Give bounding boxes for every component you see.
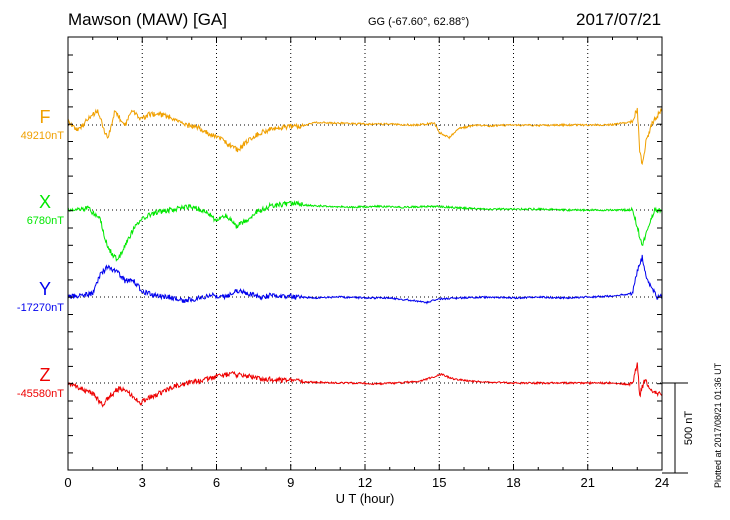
series-traces xyxy=(67,107,663,408)
x-tick-label-9: 9 xyxy=(287,475,294,490)
series-x-line xyxy=(67,200,663,262)
series-z-line xyxy=(67,362,663,408)
geographic-coordinates: GG (-67.60°, 62.88°) xyxy=(368,16,470,28)
x-tick-label-0: 0 xyxy=(64,475,71,490)
x-tick-label-21: 21 xyxy=(581,475,595,490)
x-axis-label: U T (hour) xyxy=(336,491,395,506)
baseline-value-y: -17270nT xyxy=(17,302,64,314)
x-tick-label-3: 3 xyxy=(139,475,146,490)
x-tick-label-12: 12 xyxy=(358,475,372,490)
x-axis: 0 3 6 9 12 15 18 21 24 U T (hour) xyxy=(64,37,669,506)
baseline-value-z: -45580nT xyxy=(17,388,64,400)
plot-date: 2017/07/21 xyxy=(576,10,662,29)
baseline-value-x: 6780nT xyxy=(27,215,65,227)
baseline-value-f: 49210nT xyxy=(21,130,65,142)
station-title: Mawson (MAW) [GA] xyxy=(68,10,227,29)
grid xyxy=(68,37,662,470)
component-label-z: Z xyxy=(40,365,51,385)
x-tick-label-24: 24 xyxy=(655,475,669,490)
component-labels: F 49210nT X 6780nT Y -17270nT Z -45580nT xyxy=(17,107,64,400)
scale-bar: 500 nT xyxy=(662,382,695,474)
x-tick-label-6: 6 xyxy=(213,475,220,490)
x-tick-label-15: 15 xyxy=(432,475,446,490)
component-label-y: Y xyxy=(39,279,51,299)
series-y-line xyxy=(67,254,663,305)
component-label-f: F xyxy=(40,107,51,127)
component-label-x: X xyxy=(39,192,51,212)
series-f-line xyxy=(67,107,663,166)
x-tick-label-18: 18 xyxy=(506,475,520,490)
scale-bar-label: 500 nT xyxy=(683,411,695,446)
